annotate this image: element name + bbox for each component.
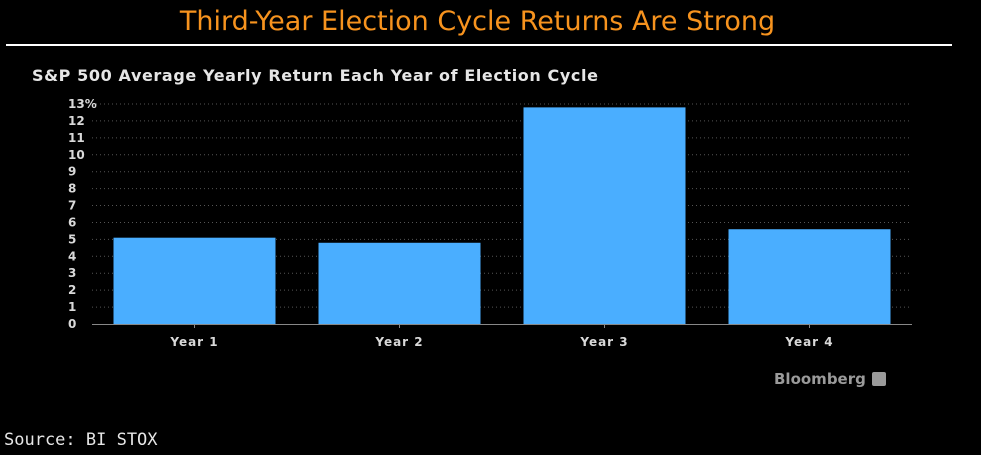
- y-tick-label: 4: [68, 249, 76, 263]
- y-tick-label: 1: [68, 300, 76, 314]
- y-tick-label: 8: [68, 182, 76, 196]
- x-tick-label: Year 3: [579, 335, 628, 349]
- y-tick-label: 3: [68, 266, 76, 280]
- headline: Third-Year Election Cycle Returns Are St…: [179, 6, 776, 37]
- bar-year-3: [523, 107, 686, 324]
- y-tick-label: 0: [68, 317, 76, 331]
- brand-name: Bloomberg: [774, 370, 866, 388]
- bars: [113, 107, 891, 324]
- y-tick-label: 10: [68, 148, 85, 162]
- headline-divider: [6, 44, 952, 46]
- y-tick-label: 9: [68, 165, 76, 179]
- y-tick-label: 6: [68, 215, 76, 229]
- x-axis: Year 1 Year 2 Year 3 Year 4: [92, 324, 912, 349]
- y-tick-label: 5: [68, 232, 76, 246]
- bar-year-4: [728, 229, 891, 324]
- x-tick-label: Year 4: [784, 335, 833, 349]
- chart-title: S&P 500 Average Yearly Return Each Year …: [32, 66, 599, 85]
- bar-year-2: [318, 242, 481, 324]
- y-tick-label: 7: [68, 199, 76, 213]
- source-note: Source: BI STOX: [4, 430, 158, 450]
- bar-year-1: [113, 237, 276, 324]
- x-tick-label: Year 1: [169, 335, 218, 349]
- x-tick-label: Year 2: [374, 335, 423, 349]
- y-tick-label: 13%: [68, 97, 97, 111]
- bloomberg-logo: Bloomberg: [774, 370, 886, 388]
- y-tick-label: 11: [68, 131, 85, 145]
- y-tick-label: 12: [68, 114, 85, 128]
- y-tick-label: 2: [68, 283, 76, 297]
- bloomberg-icon: [871, 372, 886, 386]
